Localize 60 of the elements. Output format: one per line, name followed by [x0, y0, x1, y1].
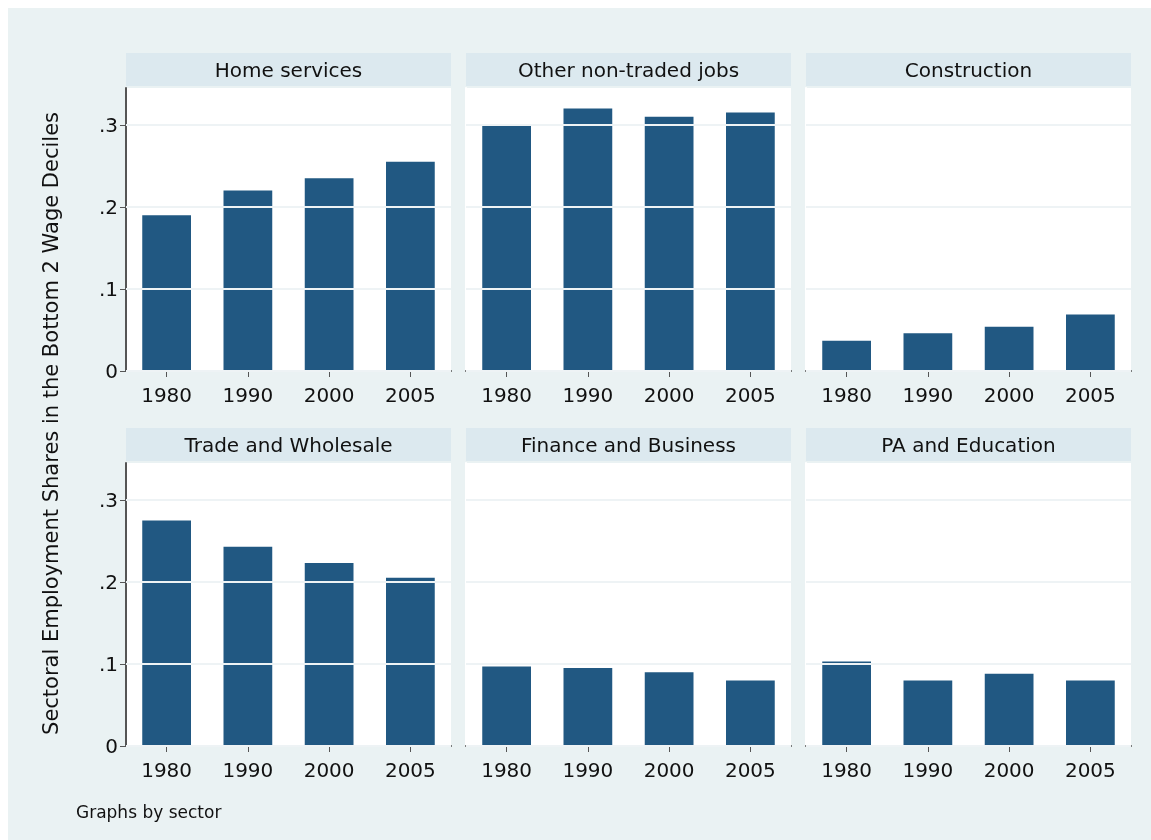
y-tick-label: .2	[98, 194, 118, 219]
x-tick-label: 1990	[562, 383, 614, 407]
x-tick-label: 1980	[821, 383, 873, 407]
y-tick-label: .3	[98, 487, 118, 512]
bar	[142, 520, 191, 746]
x-tick-label: 1980	[821, 758, 873, 782]
x-tick-label: 1980	[481, 383, 533, 407]
x-tick-label: 1980	[141, 758, 193, 782]
bar	[644, 672, 694, 746]
chart-title: Other non-traded jobs	[517, 58, 740, 82]
bar	[822, 340, 871, 371]
x-tick-label: 2000	[303, 758, 355, 782]
bar	[726, 112, 775, 371]
bar	[1066, 314, 1115, 371]
x-tick-label: 2005	[1064, 758, 1116, 782]
bar	[984, 326, 1034, 371]
chart-title: Trade and Wholesale	[183, 433, 393, 457]
x-tick-label: 1990	[902, 383, 954, 407]
x-tick-label: 2000	[643, 758, 695, 782]
chart-title: Construction	[904, 58, 1033, 82]
y-tick-label: .1	[98, 276, 118, 301]
bar	[304, 178, 354, 371]
y-axis-title: Sectoral Employment Shares in the Bottom 2 Wage Deciles	[39, 111, 63, 735]
bar	[386, 577, 435, 746]
y-tick-label: 0	[105, 359, 118, 383]
x-tick-label: 2005	[384, 758, 436, 782]
x-tick-label: 2000	[983, 758, 1035, 782]
text: Graphs by sector	[76, 801, 222, 822]
x-tick-label: 1990	[562, 758, 614, 782]
x-tick-label: 1990	[902, 758, 954, 782]
y-tick-label: .1	[98, 651, 118, 676]
x-tick-label: 2000	[303, 383, 355, 407]
y-tick-label: .3	[98, 112, 118, 137]
bar	[223, 190, 273, 371]
x-tick-label: 2000	[983, 383, 1035, 407]
chart-title: Home services	[214, 58, 363, 82]
bar	[563, 108, 613, 371]
x-tick-label: 2000	[643, 383, 695, 407]
x-tick-label: 2005	[724, 758, 776, 782]
chart-title: Finance and Business	[520, 433, 737, 457]
chart-title: PA and Education	[881, 433, 1056, 457]
y-tick-label: 0	[105, 734, 118, 758]
bar	[903, 333, 953, 371]
x-tick-label: 1990	[222, 758, 274, 782]
bar	[304, 563, 354, 746]
bar	[482, 666, 531, 746]
x-tick-label: 1980	[481, 758, 533, 782]
bar	[386, 161, 435, 371]
bar	[142, 215, 191, 371]
x-tick-label: 2005	[724, 383, 776, 407]
bar	[563, 668, 613, 746]
bar	[726, 680, 775, 746]
bar	[644, 116, 694, 371]
y-tick-label: .2	[98, 569, 118, 594]
x-tick-label: 1980	[141, 383, 193, 407]
bar	[223, 546, 273, 746]
bar	[482, 125, 531, 371]
x-tick-label: 2005	[384, 383, 436, 407]
x-tick-label: 1990	[222, 383, 274, 407]
x-tick-label: 2005	[1064, 383, 1116, 407]
